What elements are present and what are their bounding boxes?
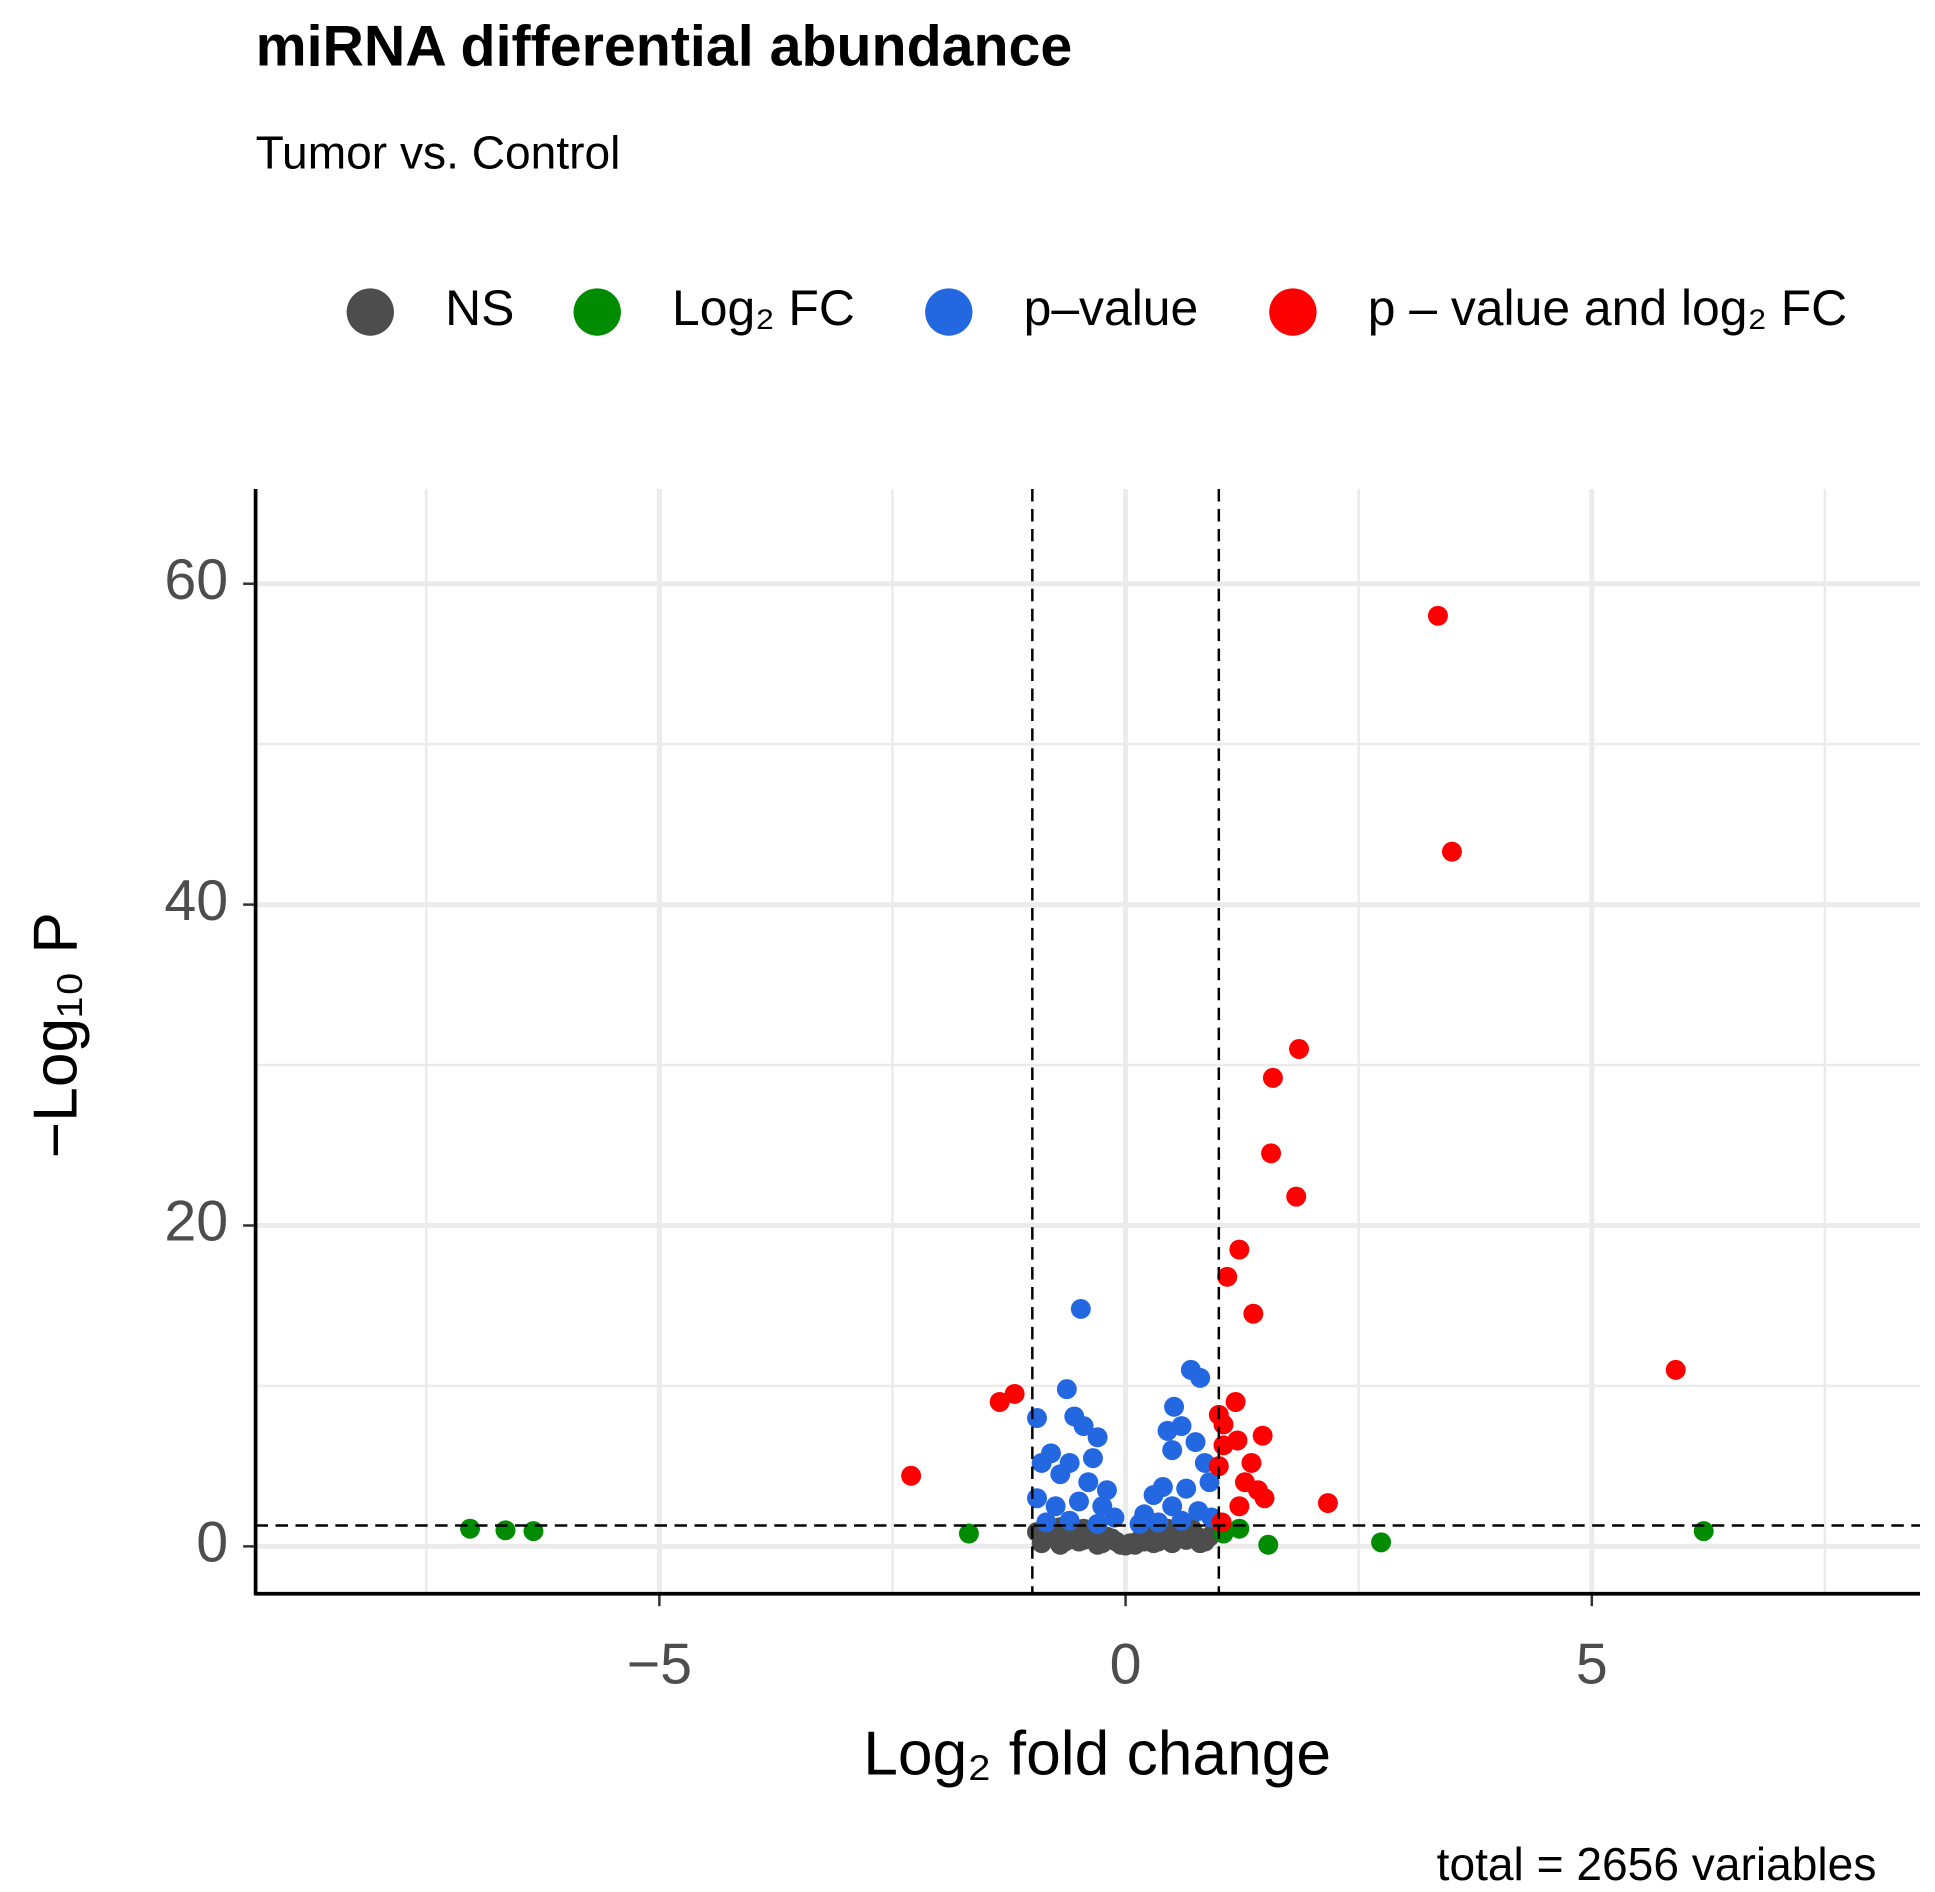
point — [1073, 1416, 1094, 1437]
legend-label: p–value — [1024, 280, 1199, 336]
point — [1045, 1496, 1066, 1517]
point — [1199, 1472, 1220, 1493]
point — [1185, 1432, 1206, 1453]
point — [1176, 1478, 1197, 1499]
point — [1258, 1534, 1279, 1555]
point — [1148, 1512, 1169, 1533]
point — [1441, 841, 1462, 862]
legend-label: Log₂ FC — [672, 280, 855, 336]
point — [1217, 1266, 1238, 1287]
point — [1171, 1416, 1192, 1437]
point — [1162, 1440, 1183, 1461]
point — [1104, 1507, 1125, 1528]
point — [958, 1523, 979, 1544]
point — [1050, 1464, 1071, 1485]
point — [1243, 1303, 1264, 1324]
point — [1213, 1435, 1234, 1456]
point — [1665, 1359, 1686, 1380]
point — [1162, 1496, 1183, 1517]
x-tick-label: 5 — [1576, 1633, 1608, 1697]
caption: total = 2656 variables — [1437, 1838, 1877, 1890]
y-tick-label: 0 — [196, 1511, 228, 1575]
y-tick-label: 20 — [164, 1190, 228, 1254]
point — [1056, 1379, 1077, 1400]
legend-marker — [346, 288, 394, 336]
point — [1004, 1383, 1025, 1404]
point — [1252, 1425, 1273, 1446]
point — [523, 1521, 544, 1542]
y-tick-label: 60 — [164, 548, 228, 612]
point — [1213, 1414, 1234, 1435]
point — [1096, 1480, 1117, 1501]
point — [1225, 1391, 1246, 1412]
legend-marker — [573, 288, 621, 336]
point — [1229, 1239, 1250, 1260]
point — [1208, 1456, 1229, 1477]
y-axis-title: −Log₁₀ P — [21, 912, 90, 1158]
point — [1229, 1518, 1250, 1539]
point — [1031, 1452, 1052, 1473]
point — [1087, 1513, 1108, 1534]
legend-marker — [1269, 288, 1317, 336]
chart-subtitle: Tumor vs. Control — [256, 126, 621, 178]
point — [1070, 1298, 1091, 1319]
x-tick-label: 0 — [1110, 1633, 1142, 1697]
point — [1317, 1493, 1338, 1514]
x-axis-title: Log₂ fold change — [863, 1720, 1331, 1789]
point — [1229, 1496, 1250, 1517]
legend-label: NS — [445, 280, 514, 336]
chart-title: miRNA differential abundance — [256, 14, 1073, 78]
point — [1289, 1039, 1309, 1059]
point — [495, 1520, 516, 1541]
point — [1171, 1510, 1192, 1531]
point — [1164, 1396, 1185, 1417]
point — [1059, 1510, 1080, 1531]
point — [1262, 1067, 1283, 1088]
point — [989, 1391, 1010, 1412]
point — [1087, 1427, 1108, 1448]
point — [1129, 1513, 1150, 1534]
y-tick-label: 40 — [164, 869, 228, 933]
point — [1190, 1367, 1211, 1388]
point — [1082, 1448, 1103, 1469]
point — [1068, 1491, 1089, 1512]
point — [1027, 1488, 1047, 1509]
point — [1427, 605, 1448, 626]
point — [1261, 1143, 1282, 1164]
point — [1248, 1480, 1268, 1501]
point — [1036, 1512, 1057, 1533]
point — [1371, 1532, 1392, 1553]
point — [901, 1465, 922, 1486]
legend-marker — [925, 288, 973, 336]
point — [1050, 1534, 1071, 1555]
x-tick-label: −5 — [627, 1633, 692, 1697]
point — [1027, 1408, 1047, 1428]
point — [1211, 1512, 1232, 1533]
point — [1693, 1521, 1714, 1542]
point — [460, 1518, 481, 1539]
legend-label: p – value and log₂ FC — [1368, 280, 1847, 336]
point — [1286, 1186, 1307, 1207]
point — [1152, 1477, 1173, 1497]
point — [1078, 1472, 1099, 1493]
point — [1241, 1452, 1262, 1473]
